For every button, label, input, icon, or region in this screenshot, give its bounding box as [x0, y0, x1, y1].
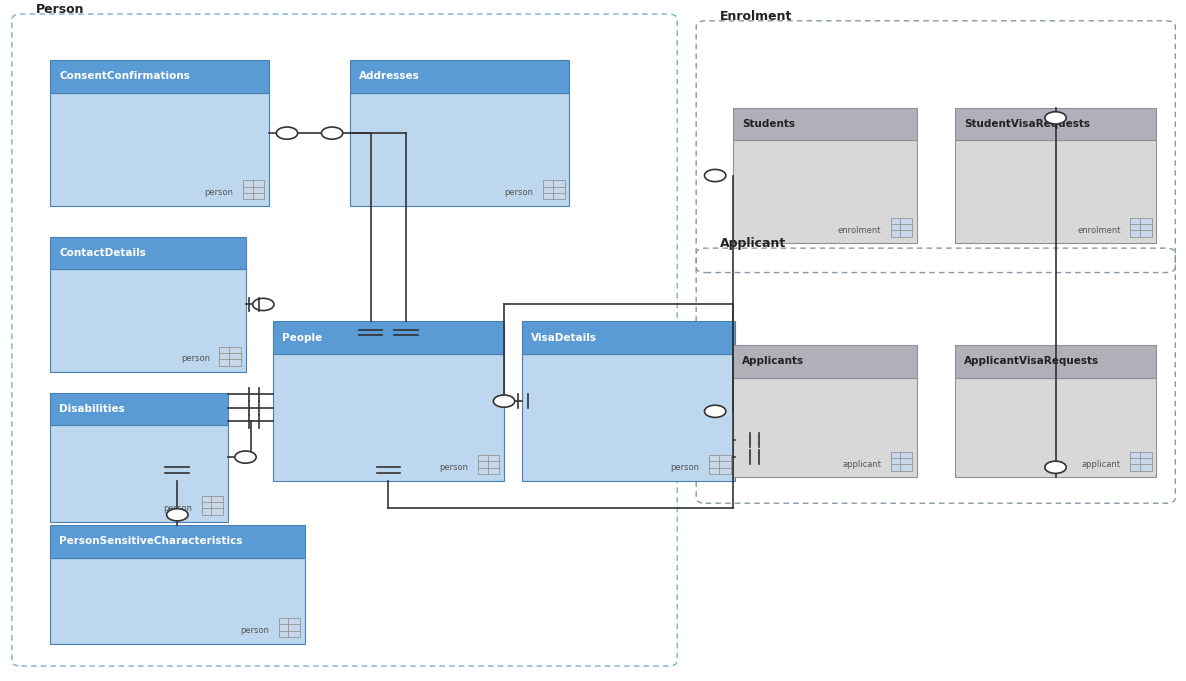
Text: People: People	[282, 333, 323, 343]
Circle shape	[235, 451, 256, 463]
Bar	[733, 108, 917, 140]
Bar	[478, 455, 499, 474]
Bar	[50, 393, 228, 425]
Bar	[50, 236, 246, 269]
Circle shape	[1045, 461, 1066, 473]
Text: enrolment: enrolment	[837, 225, 881, 234]
Text: person: person	[181, 355, 210, 364]
Bar	[202, 496, 223, 515]
Bar	[733, 378, 917, 477]
Bar	[219, 347, 241, 366]
Circle shape	[321, 127, 343, 139]
Bar	[955, 345, 1156, 378]
Circle shape	[276, 127, 298, 139]
Text: Person: Person	[36, 3, 84, 16]
Bar	[273, 321, 504, 354]
Text: Enrolment: Enrolment	[720, 10, 792, 23]
Text: person: person	[671, 463, 700, 472]
Text: Applicants: Applicants	[742, 356, 804, 366]
Bar	[50, 525, 305, 558]
Bar	[350, 60, 569, 93]
Bar	[891, 218, 912, 236]
Text: StudentVisaRequests: StudentVisaRequests	[964, 119, 1090, 129]
Text: enrolment: enrolment	[1077, 225, 1121, 234]
Bar	[50, 558, 305, 644]
Bar	[709, 455, 731, 474]
Bar	[522, 321, 735, 354]
Text: Students: Students	[742, 119, 796, 129]
Text: ApplicantVisaRequests: ApplicantVisaRequests	[964, 356, 1099, 366]
Bar	[50, 269, 246, 373]
Bar	[279, 618, 300, 637]
Bar	[273, 354, 504, 481]
Text: person: person	[205, 188, 234, 197]
Circle shape	[253, 298, 274, 311]
Bar	[891, 452, 912, 471]
Bar	[543, 180, 565, 200]
Bar	[733, 345, 917, 378]
Bar	[1130, 218, 1152, 236]
Circle shape	[704, 405, 726, 417]
Circle shape	[704, 170, 726, 182]
Text: Addresses: Addresses	[359, 72, 420, 82]
Bar	[50, 425, 228, 522]
Text: VisaDetails: VisaDetails	[531, 333, 598, 343]
Text: Disabilities: Disabilities	[59, 404, 125, 414]
Circle shape	[1045, 112, 1066, 124]
Bar	[955, 140, 1156, 243]
Bar	[1130, 452, 1152, 471]
Text: Applicant: Applicant	[720, 237, 786, 250]
Text: person: person	[505, 188, 534, 197]
Bar	[955, 378, 1156, 477]
Text: person: person	[440, 463, 468, 472]
Bar	[522, 354, 735, 481]
Text: person: person	[241, 626, 269, 635]
Circle shape	[166, 509, 187, 521]
Bar	[50, 93, 269, 206]
Bar	[733, 140, 917, 243]
Bar	[350, 93, 569, 206]
Text: PersonSensitiveCharacteristics: PersonSensitiveCharacteristics	[59, 536, 243, 546]
Bar	[955, 108, 1156, 140]
Text: person: person	[164, 504, 192, 513]
Bar	[50, 60, 269, 93]
Bar	[243, 180, 264, 200]
Text: applicant: applicant	[1082, 460, 1121, 469]
Circle shape	[493, 395, 515, 407]
Text: applicant: applicant	[842, 460, 881, 469]
Text: ConsentConfirmations: ConsentConfirmations	[59, 72, 190, 82]
Text: ContactDetails: ContactDetails	[59, 248, 146, 258]
